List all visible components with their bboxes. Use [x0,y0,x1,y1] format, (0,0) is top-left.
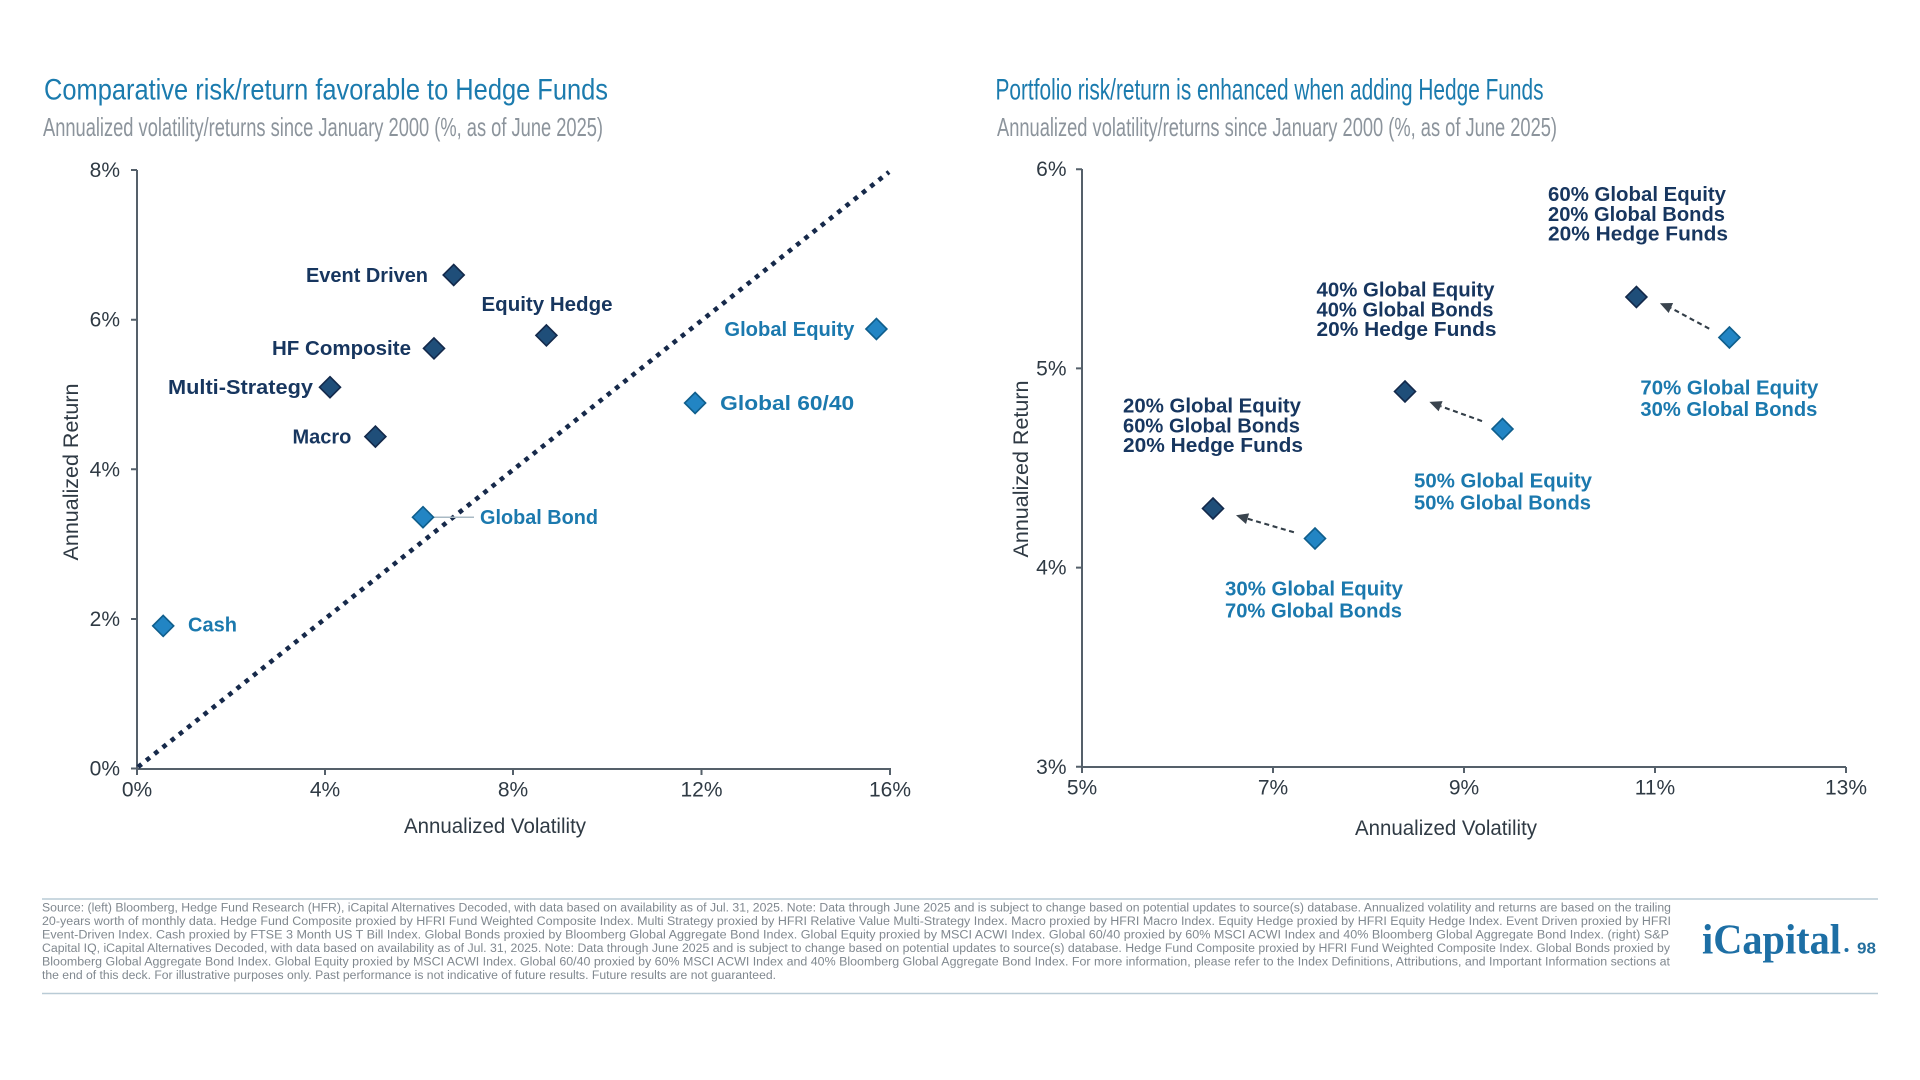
svg-text:16%: 16% [869,779,911,802]
svg-text:5%: 5% [1036,357,1066,380]
svg-text:Global Bond: Global Bond [480,507,598,529]
svg-text:Annualized Return: Annualized Return [1010,381,1033,558]
svg-text:3%: 3% [1036,756,1066,779]
svg-text:the end of this deck. For illu: the end of this deck. For illustrative p… [42,970,776,982]
svg-text:0%: 0% [90,758,120,781]
svg-text:Annualized Return: Annualized Return [60,384,83,561]
svg-text:8%: 8% [498,779,528,802]
svg-text:6%: 6% [90,309,120,332]
svg-text:7%: 7% [1258,777,1288,800]
svg-text:8%: 8% [90,159,120,182]
svg-text:iCapital: iCapital [1702,918,1841,964]
svg-text:Comparative risk/return favora: Comparative risk/return favorable to Hed… [44,74,608,107]
svg-text:Equity Hedge: Equity Hedge [482,294,613,316]
svg-text:11%: 11% [1635,777,1675,800]
svg-text:Macro: Macro [292,426,351,448]
svg-text:Global 60/40: Global 60/40 [720,393,854,415]
svg-text:12%: 12% [680,779,722,802]
svg-text:4%: 4% [310,779,340,802]
svg-text:98: 98 [1857,941,1876,958]
svg-text:Cash: Cash [188,615,237,637]
svg-text:Annualized volatility/returns: Annualized volatility/returns since Janu… [997,112,1557,142]
svg-text:Capital IQ, iCapital Alternati: Capital IQ, iCapital Alternatives Decode… [42,943,1670,955]
svg-text:Event-Driven Index. Cash proxi: Event-Driven Index. Cash proxied by FTSE… [42,930,1669,942]
svg-text:Event Driven: Event Driven [306,265,428,287]
svg-text:9%: 9% [1449,777,1479,800]
svg-text:Portfolio risk/return is enhan: Portfolio risk/return is enhanced when a… [996,74,1544,107]
svg-text:2%: 2% [90,608,120,631]
svg-text:4%: 4% [1036,557,1066,580]
svg-text:4%: 4% [90,458,120,481]
svg-text:Multi-Strategy: Multi-Strategy [168,377,314,399]
svg-text:5%: 5% [1067,777,1097,800]
svg-text:13%: 13% [1825,777,1867,800]
svg-text:Annualized volatility/returns: Annualized volatility/returns since Janu… [43,112,603,142]
svg-text:Annualized Volatility: Annualized Volatility [404,815,586,838]
svg-text:20-years worth of monthly data: 20-years worth of monthly data. Hedge Fu… [42,916,1671,928]
svg-text:HF Composite: HF Composite [272,338,411,360]
svg-text:0%: 0% [122,779,152,802]
svg-text:Bloomberg Global Aggregate Bon: Bloomberg Global Aggregate Bond Index. G… [42,957,1671,969]
svg-text:Global Equity: Global Equity [724,319,855,341]
svg-text:Annualized Volatility: Annualized Volatility [1355,817,1537,840]
svg-text:6%: 6% [1036,158,1066,181]
svg-text:Source: (left) Bloomberg, Hedg: Source: (left) Bloomberg, Hedge Fund Res… [42,903,1671,915]
